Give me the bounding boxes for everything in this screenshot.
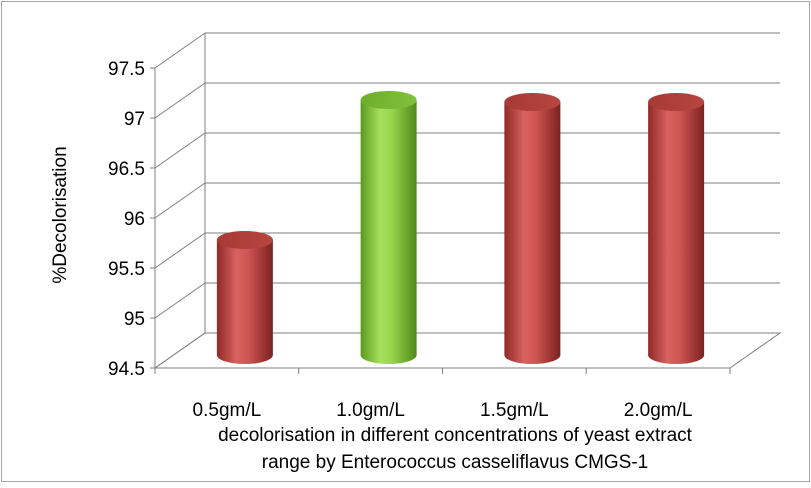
y-tick-label: 97 <box>124 109 145 130</box>
bar-0.5gm/L <box>216 231 273 365</box>
y-tick-label: 97.5 <box>108 59 145 80</box>
bar-top <box>216 231 273 249</box>
x-tick-label: 0.5gm/L <box>193 400 262 421</box>
bar-body <box>648 102 705 365</box>
bar-body <box>216 240 273 365</box>
gridline-side-0 <box>154 332 206 369</box>
x-axis-title-line-1: decolorisation in different concentratio… <box>218 425 693 446</box>
gridline-side-5 <box>154 82 206 119</box>
y-tick-label: 94.5 <box>108 359 145 380</box>
bar-top <box>648 93 705 111</box>
gridline-side-3 <box>154 182 206 219</box>
bar-2.0gm/L <box>648 93 705 365</box>
bar-top <box>360 91 417 109</box>
bar-top <box>504 93 561 111</box>
x-tick-label: 2.0gm/L <box>624 400 693 421</box>
bar-1.5gm/L <box>504 93 561 365</box>
y-tick-label: 95 <box>124 309 145 330</box>
x-tick-label: 1.0gm/L <box>336 400 405 421</box>
gridline-side-2 <box>154 232 206 269</box>
y-tick-label: 95.5 <box>108 259 145 280</box>
bar-1.0gm/L <box>360 91 417 365</box>
y-tick-label: 96.5 <box>108 159 145 180</box>
x-axis-title-line-2: range by Enterococcus casseliflavus CMGS… <box>262 452 649 473</box>
y-tick-label: 96 <box>124 209 145 230</box>
gridline-side-6 <box>154 32 206 69</box>
gridline-side-1 <box>154 282 206 319</box>
y-axis-title: %Decolorisation <box>50 146 71 283</box>
gridline-side-4 <box>154 132 206 169</box>
bar-body <box>360 100 417 365</box>
bar-body <box>504 102 561 365</box>
x-tick-label: 1.5gm/L <box>480 400 549 421</box>
